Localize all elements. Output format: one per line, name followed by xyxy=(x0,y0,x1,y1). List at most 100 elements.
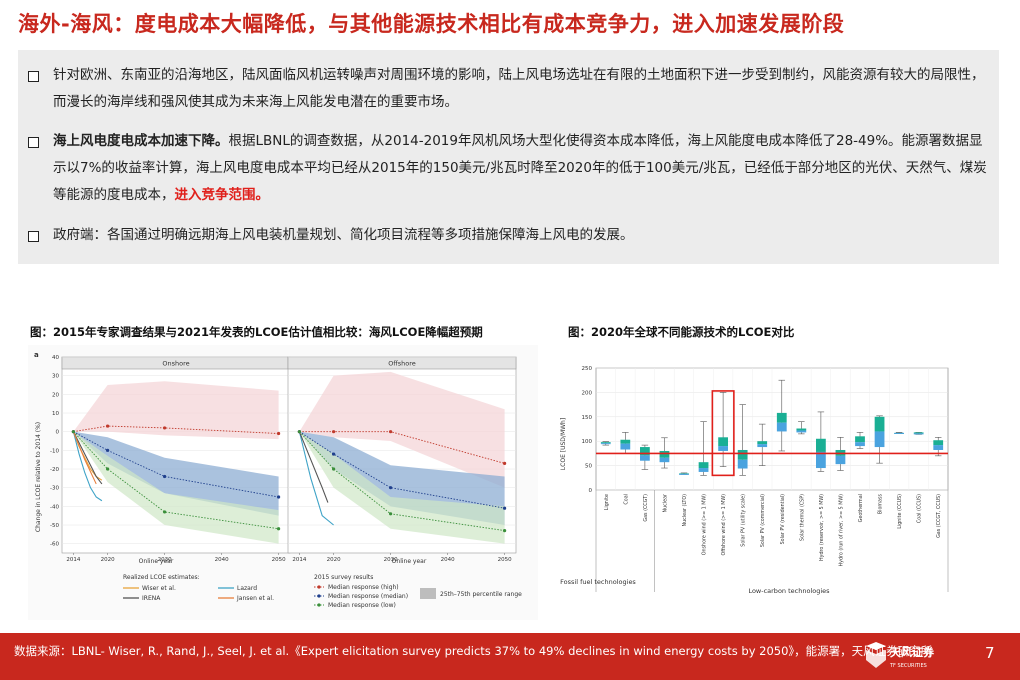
box-lower xyxy=(737,459,748,469)
y-tick-label: 200 xyxy=(582,390,593,396)
figure-caption-right: 图：2020年全球不同能源技术的LCOE对比 xyxy=(568,325,795,339)
category-label: Coal xyxy=(623,494,629,505)
box-lower xyxy=(933,445,944,450)
category-label: Biomass xyxy=(878,494,884,515)
y-tick-label: -10 xyxy=(50,448,59,454)
box-upper xyxy=(737,449,748,460)
median-series-line xyxy=(73,431,279,530)
bullet-text: 政府端：各国通过明确远期海上风电装机量规划、简化项目流程等多项措施保障海上风电的… xyxy=(53,227,634,243)
group-label-lowcarbon: Low-carbon technologies xyxy=(748,587,830,595)
box-upper xyxy=(913,432,924,434)
y-tick-label: 10 xyxy=(52,411,59,417)
box-upper xyxy=(816,438,826,452)
page-title: 海外-海风：度电成本大幅降低，与其他能源技术相比有成本竞争力，进入加速发展阶段 xyxy=(18,12,845,36)
box-upper xyxy=(776,412,787,423)
logo-cn: 天风证券 xyxy=(890,645,935,659)
figure-caption-left: 图：2015年专家调查结果与2021年发表的LCOE估计值相比较：海风LCOE降… xyxy=(30,325,483,339)
category-label: Nuclear xyxy=(662,494,668,512)
box-lower xyxy=(835,455,846,465)
box-lower xyxy=(659,457,670,463)
percentile-band-low xyxy=(73,431,279,544)
median-point xyxy=(332,452,336,456)
y-tick-label: 30 xyxy=(52,374,59,380)
y-tick-label: -40 xyxy=(50,504,59,510)
box-lower xyxy=(718,446,728,451)
legend-entry: Median response (high) xyxy=(328,584,399,591)
bullet-text: 根据LBNL的调查数据，从2014-2019年风机风场大型化使得资本成本降低，海… xyxy=(53,133,987,203)
median-point xyxy=(163,474,167,479)
box-upper xyxy=(620,439,631,444)
panel-letter: a xyxy=(34,351,39,359)
checkbox-square-icon xyxy=(28,71,39,82)
x-tick-label: 2040 xyxy=(441,557,455,563)
lcoe-comparison-figure: LCOE [USD/MWh] 0 50 100 150 200 250 Lignite Coa… xyxy=(556,352,956,607)
category-label: Geothermal xyxy=(858,494,864,522)
y-tick-label: 20 xyxy=(52,392,59,398)
x-tick-label: 2030 xyxy=(158,557,172,563)
bullet-text: 针对欧洲、东南亚的沿海地区，陆风面临风机运转噪声对周围环境的影响，陆上风电场选址… xyxy=(53,67,985,110)
category-label: Offshore wind (>= 1 MW) xyxy=(721,494,727,556)
box-upper xyxy=(874,416,885,432)
category-label: Gas (CCGT, CCUS) xyxy=(936,494,942,538)
median-point xyxy=(332,467,336,471)
realized-line xyxy=(72,431,103,502)
percentile-band-high xyxy=(73,381,279,440)
realized-line xyxy=(72,431,97,485)
box-upper xyxy=(796,428,807,431)
category-label: Hydro (reservoir, >= 5 MW) xyxy=(819,494,825,561)
median-point xyxy=(389,512,393,516)
box-plot: 0 50 100 150 200 250 Lignite Coal Gas (CCGT) Nucl… xyxy=(582,366,949,592)
source-note: 数据来源：LBNL- Wiser, R., Rand, J., Seel, J.… xyxy=(14,644,933,658)
y-tick-label: -20 xyxy=(50,467,59,473)
box-lower xyxy=(855,442,865,447)
category-label: Lignite (CCUS) xyxy=(897,494,903,529)
box-lower xyxy=(776,422,787,432)
box-upper xyxy=(659,450,670,458)
legend-range-swatch xyxy=(420,588,436,599)
y-tick-label: -50 xyxy=(50,523,59,529)
x-tick-label: 2030 xyxy=(384,557,398,563)
median-series-line xyxy=(73,425,279,434)
realized-line xyxy=(72,431,103,485)
median-point xyxy=(503,529,507,533)
box-upper xyxy=(640,447,650,456)
legend-realized: Realized LCOE estimates: Wiser et al. La… xyxy=(123,574,274,602)
box-lower xyxy=(874,431,885,448)
median-point xyxy=(106,424,110,428)
median-point xyxy=(503,506,507,510)
legend-marker xyxy=(317,585,321,589)
highlight-box xyxy=(711,390,735,477)
x-tick-label: 2020 xyxy=(327,557,341,563)
x-tick-label: 2020 xyxy=(101,557,115,563)
page-number: 7 xyxy=(985,644,995,662)
tf-logo-icon xyxy=(866,642,886,668)
median-point xyxy=(163,510,167,514)
median-point xyxy=(163,426,167,430)
box-lower xyxy=(757,444,768,448)
panel-title: Offshore xyxy=(388,360,416,368)
y-tick-label: -60 xyxy=(50,542,59,548)
percentile-band-median xyxy=(73,431,279,516)
category-label: Onshore wind (>= 1 MW) xyxy=(702,494,708,555)
onshore-panel: Onshore 40 30 20 10 0 -10 -20 -30 -40 -50 -60 2014 20… xyxy=(50,355,291,563)
median-point xyxy=(277,431,281,436)
median-point xyxy=(332,430,336,434)
x-axis-label-onshore: Online year xyxy=(139,558,174,565)
category-label: Lignite xyxy=(604,494,610,510)
checkbox-square-icon xyxy=(28,231,39,242)
y-tick-label: 250 xyxy=(582,366,593,372)
x-tick-label: 2014 xyxy=(66,557,80,563)
y-tick-label: 0 xyxy=(56,430,60,436)
box-lower xyxy=(620,443,631,450)
legend-realized-title: Realized LCOE estimates: xyxy=(123,574,200,581)
x-axis-label-offshore: Online year xyxy=(392,558,427,565)
y-tick-label: -30 xyxy=(50,486,59,492)
x-tick-label: 2014 xyxy=(292,557,306,563)
box-lower xyxy=(640,455,650,461)
logo-en: TF SECURITIES xyxy=(889,663,927,669)
box-upper xyxy=(718,437,728,447)
y-axis-label: Change in LCOE relative to 2014 (%) xyxy=(35,422,42,532)
bullet-item: 政府端：各国通过明确远期海上风电装机量规划、简化项目流程等多项措施保障海上风电的… xyxy=(28,222,988,249)
legend-entry: Wiser et al. xyxy=(142,585,176,592)
realized-line xyxy=(298,431,334,526)
